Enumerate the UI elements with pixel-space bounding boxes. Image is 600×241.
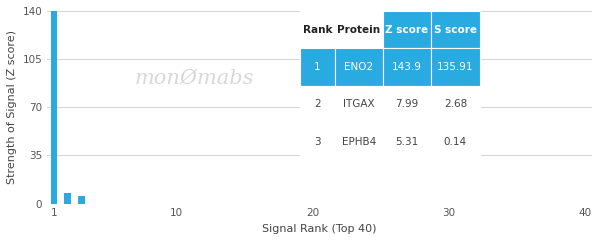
Text: 7.99: 7.99 <box>395 99 418 109</box>
Y-axis label: Strength of Signal (Z score): Strength of Signal (Z score) <box>7 30 17 184</box>
X-axis label: Signal Rank (Top 40): Signal Rank (Top 40) <box>262 224 377 234</box>
Bar <box>64 193 71 204</box>
Text: 0.14: 0.14 <box>444 137 467 147</box>
Text: Z score: Z score <box>385 25 428 34</box>
Bar <box>50 11 58 204</box>
Text: 1: 1 <box>314 62 321 72</box>
Text: S score: S score <box>434 25 477 34</box>
Text: Rank: Rank <box>302 25 332 34</box>
Text: 2.68: 2.68 <box>444 99 467 109</box>
Text: EPHB4: EPHB4 <box>341 137 376 147</box>
Text: 5.31: 5.31 <box>395 137 418 147</box>
Text: ENO2: ENO2 <box>344 62 373 72</box>
Text: 2: 2 <box>314 99 321 109</box>
Text: 3: 3 <box>314 137 321 147</box>
Text: monØmabs: monØmabs <box>134 69 254 88</box>
Text: ITGAX: ITGAX <box>343 99 374 109</box>
Text: Protein: Protein <box>337 25 380 34</box>
Text: 143.9: 143.9 <box>392 62 422 72</box>
Bar <box>78 196 85 204</box>
Text: 135.91: 135.91 <box>437 62 473 72</box>
